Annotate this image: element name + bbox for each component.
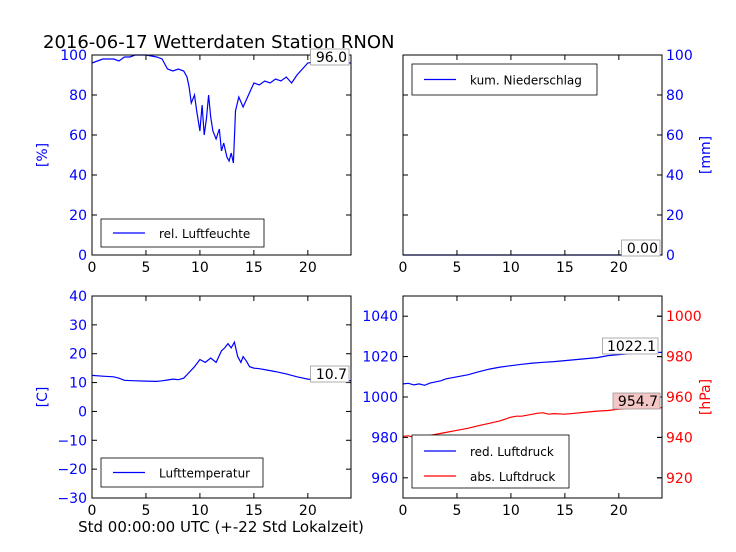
y-tick-label: 960 — [371, 471, 398, 487]
axes-frame — [91, 54, 352, 256]
y-right-tick-label: 940 — [666, 430, 693, 446]
x-tick-label: 10 — [191, 260, 209, 276]
y-tick-label: 0 — [666, 248, 675, 264]
y-tick-label: 60 — [666, 128, 684, 144]
y-tick-label: 0 — [78, 248, 87, 264]
y-tick-label: 40 — [69, 289, 87, 305]
legend-box — [411, 434, 570, 489]
x-tick-label: 20 — [610, 260, 628, 276]
legend-label: red. Luftdruck — [470, 445, 554, 459]
x-tick-label: 20 — [299, 503, 317, 519]
x-tick-label: 0 — [399, 260, 408, 276]
last-value-box — [310, 48, 350, 66]
y-tick-label: 0 — [78, 404, 87, 420]
y-tick-label: 20 — [666, 208, 684, 224]
series-line-1 — [402, 407, 662, 439]
axes-frame — [91, 295, 352, 499]
x-tick-label: 5 — [141, 260, 150, 276]
x-tick-label: 15 — [245, 503, 263, 519]
last-value-box — [602, 337, 659, 355]
x-tick-label: 5 — [141, 503, 150, 519]
y-tick-label: 1020 — [362, 350, 398, 366]
last-value-label: 1022.1 — [607, 339, 656, 355]
series-line-0 — [91, 54, 351, 164]
y-tick-label: 20 — [69, 347, 87, 363]
y-tick-label: −30 — [57, 491, 87, 507]
x-tick-label: 5 — [452, 503, 461, 519]
temperature-panel: 0 5 10 15 20 −30 −20 −10 0 10 20 30 40 [C] Lufttempera… — [35, 289, 352, 519]
y-right-tick-label: 960 — [666, 390, 693, 406]
y-right-tick-label: 920 — [666, 471, 693, 487]
last-value-box — [621, 239, 661, 257]
figure-title: 2016-06-17 Wetterdaten Station RNON — [43, 32, 394, 53]
y-axis-label: [hPa] — [698, 379, 714, 415]
x-tick-label: 20 — [299, 260, 317, 276]
y-tick-label: 1040 — [362, 309, 398, 325]
x-tick-label: 20 — [610, 503, 628, 519]
y-tick-label: 30 — [69, 318, 87, 334]
x-tick-label: 10 — [502, 503, 520, 519]
y-axis-label: [C] — [35, 387, 51, 408]
y-tick-label: −20 — [57, 462, 87, 478]
series-line-0 — [402, 351, 662, 386]
y-tick-label: 80 — [69, 88, 87, 104]
x-tick-label: 10 — [191, 503, 209, 519]
last-value-label: 0.00 — [627, 241, 658, 257]
y-tick-label: 10 — [69, 376, 87, 392]
x-tick-label: 15 — [245, 260, 263, 276]
last-value-box — [612, 392, 661, 410]
last-value-label: 10.7 — [316, 367, 347, 383]
y-tick-label: 100 — [60, 48, 87, 64]
y-axis-label: [%] — [35, 143, 51, 167]
x-tick-label: 15 — [556, 260, 574, 276]
y-tick-label: 100 — [666, 48, 693, 64]
series-line-0 — [91, 340, 351, 383]
legend-label: Lufttemperatur — [159, 467, 250, 481]
y-tick-label: 40 — [666, 168, 684, 184]
x-tick-label: 0 — [88, 260, 97, 276]
y-tick-label: −10 — [57, 433, 87, 449]
x-tick-label: 0 — [399, 503, 408, 519]
y-tick-label: 60 — [69, 128, 87, 144]
legend-label: rel. Luftfeuchte — [159, 227, 250, 241]
y-axis-label: [mm] — [698, 136, 714, 174]
y-tick-label: 80 — [666, 88, 684, 104]
pressure-panel: 0 5 10 15 20 960 980 1000 1020 1040 920 940 960 980 10… — [362, 295, 714, 519]
x-tick-label: 15 — [556, 503, 574, 519]
y-tick-label: 40 — [69, 168, 87, 184]
y-tick-label: 980 — [371, 430, 398, 446]
humidity-panel: 0 5 10 15 20 0 20 40 60 80 100 [%] rel. Luftfeuchte 9… — [35, 48, 352, 276]
legend-label: kum. Niederschlag — [470, 74, 582, 88]
y-right-tick-label: 980 — [666, 350, 693, 366]
y-tick-label: 1000 — [362, 390, 398, 406]
precipitation-panel: 0 5 10 15 20 0 20 40 60 80 100 [mm] kum. Niederschla… — [399, 48, 714, 276]
x-tick-label: 0 — [88, 503, 97, 519]
last-value-label: 954.7 — [618, 394, 658, 410]
x-tick-label: 5 — [452, 260, 461, 276]
last-value-label: 96.0 — [316, 50, 347, 66]
x-tick-label: 10 — [502, 260, 520, 276]
legend-label: abs. Luftdruck — [470, 470, 555, 484]
shared-x-axis-label: Std 00:00:00 UTC (+-22 Std Lokalzeit) — [78, 518, 364, 536]
last-value-box — [310, 365, 350, 383]
y-right-tick-label: 1000 — [666, 309, 702, 325]
y-tick-label: 20 — [69, 208, 87, 224]
axes-frame — [402, 54, 663, 256]
